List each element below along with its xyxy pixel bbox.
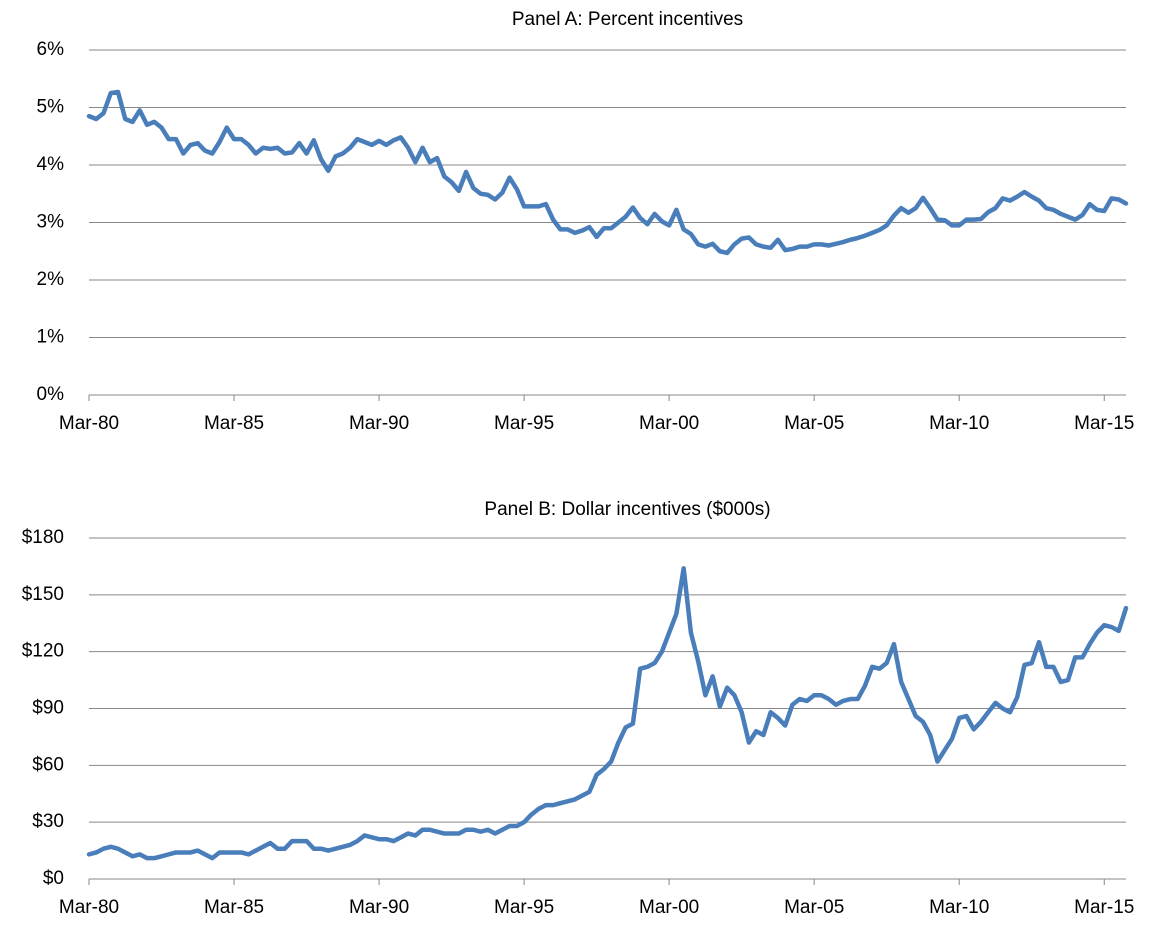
x-tick-label: Mar-15	[1074, 413, 1134, 434]
y-tick-label: 0%	[37, 384, 65, 405]
y-tick-label: $120	[22, 641, 64, 662]
chart-title: Panel B: Dollar incentives ($000s)	[484, 499, 770, 520]
y-tick-label: $90	[32, 698, 64, 719]
x-tick-label: Mar-10	[929, 413, 989, 434]
x-tick-label: Mar-05	[784, 413, 844, 434]
data-line	[86, 89, 1129, 256]
x-tick-label: Mar-80	[59, 413, 119, 434]
y-tick-label: 2%	[37, 269, 65, 290]
y-tick-label: 1%	[37, 327, 65, 348]
x-tick-label: Mar-85	[204, 897, 264, 918]
x-tick-label: Mar-80	[59, 897, 119, 918]
y-tick-label: $150	[22, 584, 64, 605]
y-tick-label: 3%	[37, 212, 65, 233]
x-tick-label: Mar-00	[639, 897, 699, 918]
y-tick-label: $0	[43, 868, 64, 889]
x-tick-label: Mar-05	[784, 897, 844, 918]
x-tick-label: Mar-90	[349, 413, 409, 434]
y-tick-label: $60	[32, 754, 64, 775]
x-tick-label: Mar-15	[1074, 897, 1134, 918]
x-tick-label: Mar-95	[494, 413, 554, 434]
y-tick-label: 6%	[37, 39, 65, 60]
x-tick-label: Mar-10	[929, 897, 989, 918]
x-tick-label: Mar-85	[204, 413, 264, 434]
x-tick-label: Mar-95	[494, 897, 554, 918]
y-tick-label: 4%	[37, 154, 65, 175]
data-line	[86, 566, 1129, 861]
x-tick-label: Mar-90	[349, 897, 409, 918]
x-tick-label: Mar-00	[639, 413, 699, 434]
y-tick-label: 5%	[37, 97, 65, 118]
y-tick-label: $30	[32, 811, 64, 832]
chart-title: Panel A: Percent incentives	[512, 9, 743, 30]
y-tick-label: $180	[22, 527, 64, 548]
